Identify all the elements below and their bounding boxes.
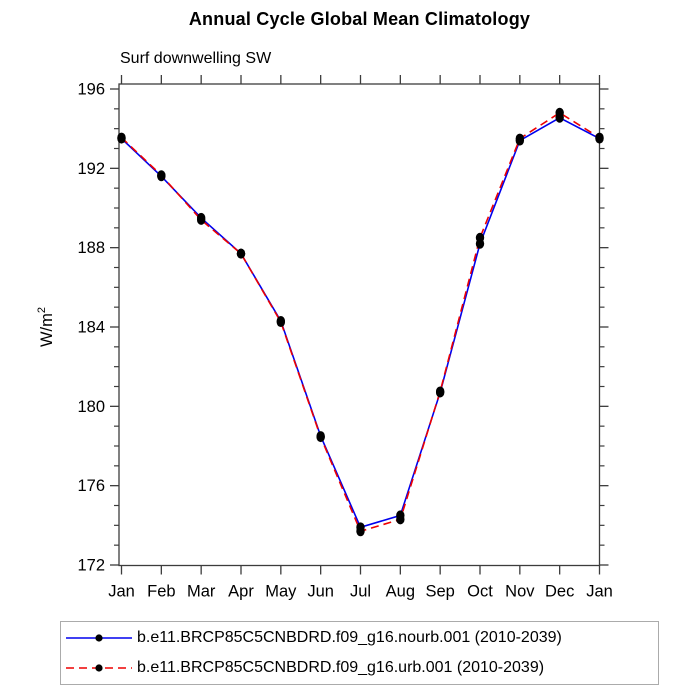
- y-axis: 172 176 180 184 188 192 196: [77, 81, 609, 575]
- legend-dashed-line-icon: [66, 664, 132, 672]
- y-tick-label: 196: [77, 81, 105, 99]
- y-tick-label: 184: [77, 319, 105, 337]
- y-axis-title: W/m2: [36, 307, 56, 347]
- x-tick-label: Jan: [108, 583, 135, 601]
- legend-item-urb: b.e11.BRCP85C5CNBDRD.f09_g16.urb.001 (20…: [61, 653, 658, 683]
- x-tick-label: May: [265, 583, 297, 601]
- legend-box: b.e11.BRCP85C5CNBDRD.f09_g16.nourb.001 (…: [60, 621, 659, 685]
- legend-solid-line-icon: [66, 634, 132, 642]
- series-line-1: [120, 111, 600, 533]
- y-tick-label: 176: [77, 477, 105, 495]
- y-tick-label: 192: [77, 160, 105, 178]
- series-markers-0: [117, 112, 604, 533]
- x-tick-label: Oct: [467, 583, 493, 601]
- x-tick-label: Jul: [350, 583, 371, 601]
- y-tick-label: 188: [77, 239, 105, 257]
- y-tick-label: 180: [77, 398, 105, 416]
- x-tick-label: Jun: [307, 583, 334, 601]
- chart-subtitle: Surf downwelling SW: [120, 50, 272, 67]
- x-tick-label: Nov: [505, 583, 535, 601]
- series-markers-1: [117, 107, 604, 537]
- legend-item-nourb: b.e11.BRCP85C5CNBDRD.f09_g16.nourb.001 (…: [61, 623, 658, 653]
- legend-label-nourb: b.e11.BRCP85C5CNBDRD.f09_g16.nourb.001 (…: [137, 629, 562, 646]
- x-tick-label: Mar: [187, 583, 216, 601]
- x-axis: Jan Feb Mar Apr May Jun Jul Aug Sep Oct Nov Dec Jan: [108, 75, 613, 601]
- x-tick-label: Dec: [545, 583, 574, 601]
- x-tick-label: Aug: [386, 583, 415, 601]
- x-tick-label: Feb: [147, 583, 175, 601]
- plot-frame: [118, 83, 601, 567]
- x-tick-label: Sep: [425, 583, 454, 601]
- chart-title: Annual Cycle Global Mean Climatology: [188, 9, 531, 29]
- legend-label-urb: b.e11.BRCP85C5CNBDRD.f09_g16.urb.001 (20…: [137, 659, 545, 676]
- x-tick-label: Jan: [586, 583, 613, 601]
- x-tick-label: Apr: [228, 583, 254, 601]
- y-tick-label: 172: [77, 557, 105, 575]
- series-line-0: [120, 116, 600, 529]
